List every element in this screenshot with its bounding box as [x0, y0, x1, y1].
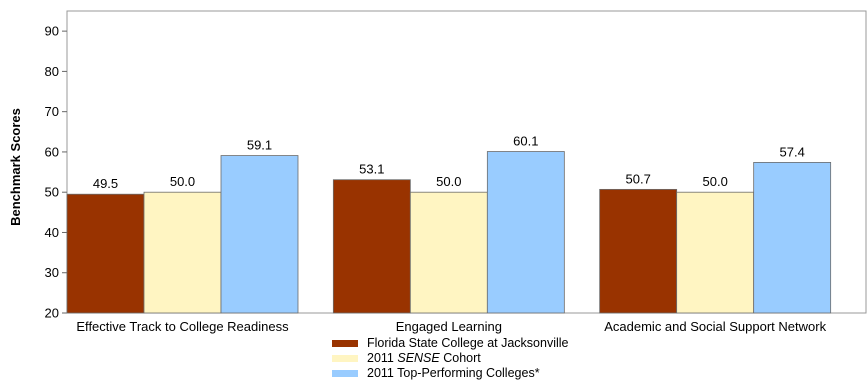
legend-swatch [332, 340, 358, 347]
bar [753, 162, 832, 314]
legend-swatch [332, 370, 358, 377]
legend: Florida State College at Jacksonville201… [332, 336, 569, 380]
data-label: 53.1 [359, 162, 384, 177]
y-tick-label: 70 [45, 104, 59, 119]
y-tick-label: 30 [45, 265, 59, 280]
data-label: 49.5 [93, 176, 118, 191]
x-axis: Effective Track to College Readiness Enga… [76, 319, 826, 334]
bar [332, 179, 411, 314]
data-label: 50.0 [170, 174, 195, 189]
data-label: 50.0 [703, 174, 728, 189]
bar [66, 193, 145, 314]
data-label: 57.4 [780, 144, 805, 159]
y-tick-label: 50 [45, 185, 59, 200]
y-tick-label: 60 [45, 144, 59, 159]
y-tick-label: 90 [45, 24, 59, 39]
x-category-label: Academic and Social Support Network [604, 319, 826, 334]
legend-label: 2011 Top-Performing Colleges* [367, 366, 540, 380]
x-category-label: Effective Track to College Readiness [76, 319, 289, 334]
x-category-label: Engaged Learning [396, 319, 502, 334]
bars [66, 151, 832, 314]
data-label: 59.1 [247, 138, 272, 153]
y-axis-title: Benchmark Scores [8, 108, 23, 226]
y-tick-label: 40 [45, 225, 59, 240]
bar [409, 191, 488, 314]
legend-label: Florida State College at Jacksonville [367, 336, 569, 350]
y-axis: 20 30 40 50 60 70 80 90 [45, 24, 67, 321]
legend-label: 2011 SENSE Cohort [367, 351, 481, 365]
bar [676, 191, 755, 314]
legend-swatch [332, 355, 358, 362]
data-label: 50.0 [436, 174, 461, 189]
data-label: 60.1 [513, 134, 538, 149]
bar [143, 191, 222, 314]
data-label: 50.7 [626, 171, 651, 186]
y-tick-label: 20 [45, 306, 59, 321]
bar [220, 155, 299, 314]
y-tick-label: 80 [45, 64, 59, 79]
bar [599, 188, 678, 314]
bar [486, 151, 565, 314]
value-labels: 49.5 50.0 59.1 53.1 50.0 60.1 50.7 50.0 57.4 [93, 134, 805, 192]
